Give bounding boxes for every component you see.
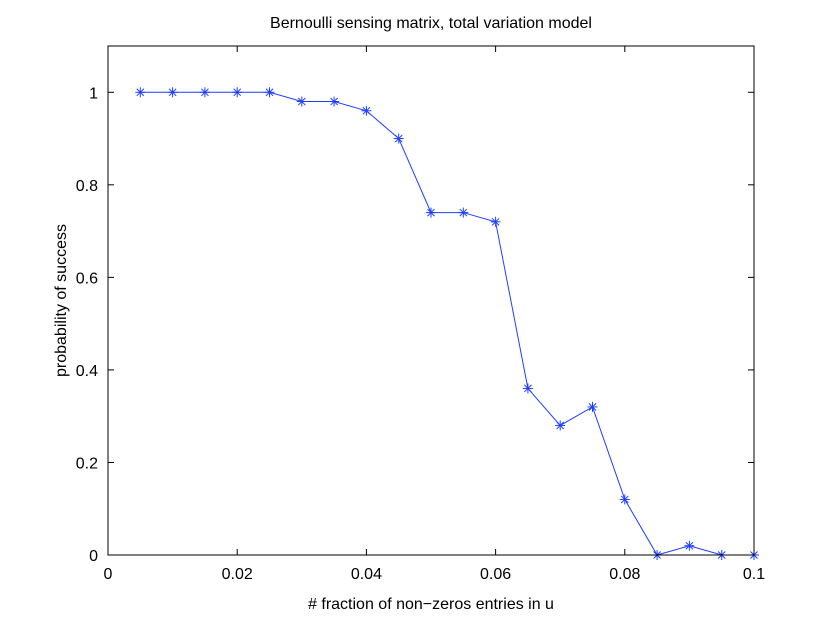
- chart-title: Bernoulli sensing matrix, total variatio…: [270, 15, 592, 32]
- data-point-marker: [458, 207, 469, 218]
- data-point-marker: [619, 494, 630, 505]
- ticks: 0 0.02 0.04 0.06 0.08 0.1 0 0.2 0.4 0.6 0.8 1: [76, 46, 765, 583]
- series-line: [140, 91, 754, 556]
- y-tick-label: 0.8: [76, 178, 98, 195]
- plot-area: [108, 46, 754, 555]
- y-tick-label: 0.6: [76, 270, 98, 287]
- y-tick-label: 1: [89, 85, 98, 102]
- data-point-marker: [361, 105, 372, 116]
- data-point-marker: [490, 216, 501, 227]
- x-tick-label: 0.08: [609, 566, 640, 583]
- data-point-marker: [555, 420, 566, 431]
- data-point-marker: [684, 540, 695, 551]
- data-point-marker: [199, 87, 210, 98]
- data-point-marker: [426, 207, 436, 218]
- y-tick-label: 0.2: [76, 455, 98, 472]
- data-point-marker: [264, 87, 275, 98]
- data-point-marker: [522, 383, 533, 394]
- y-tick-label: 0.4: [76, 363, 98, 380]
- data-point-marker: [587, 401, 598, 412]
- data-point-marker: [167, 87, 178, 98]
- data-point-marker: [232, 87, 243, 98]
- y-tick-label: 0: [89, 548, 98, 565]
- x-tick-label: 0.06: [480, 566, 511, 583]
- x-tick-label: 0.02: [222, 566, 253, 583]
- x-tick-label: 0.04: [351, 566, 382, 583]
- x-tick-label: 0.1: [743, 566, 765, 583]
- data-point-marker: [296, 96, 307, 107]
- plot-frame: [107, 45, 755, 556]
- x-axis-label: # fraction of non−zeros entries in u: [308, 596, 554, 613]
- data-point-marker: [135, 87, 146, 98]
- y-axis-label: probability of success: [53, 224, 70, 377]
- x-tick-label: 0: [104, 566, 113, 583]
- data-point-marker: [393, 133, 404, 144]
- data-point-marker: [329, 96, 340, 107]
